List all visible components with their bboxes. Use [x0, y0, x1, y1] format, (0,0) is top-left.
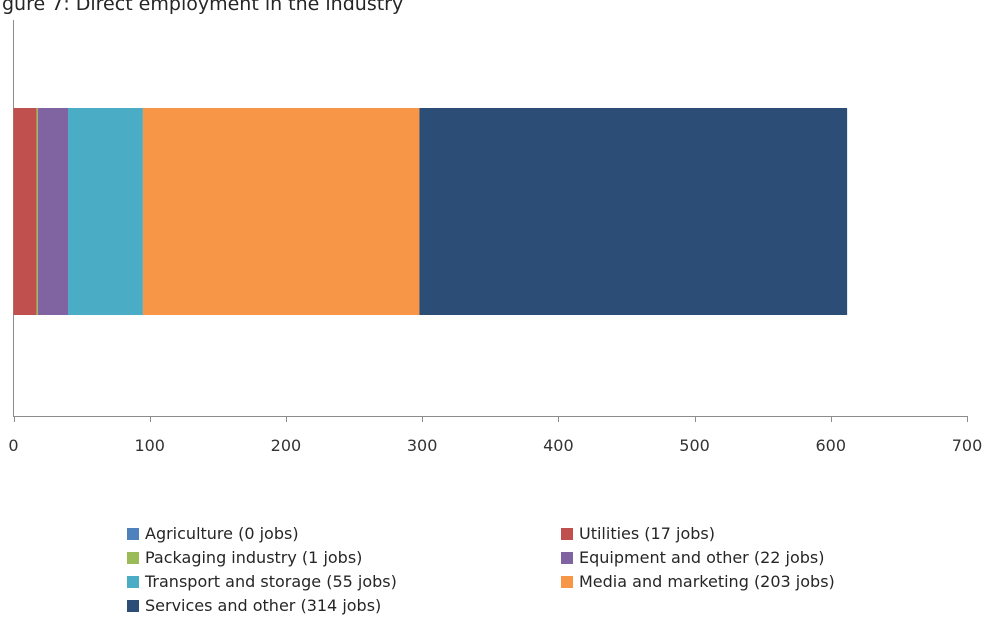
legend-swatch — [561, 527, 573, 540]
bar-segment-1 — [13, 108, 37, 315]
bar-segment-3 — [38, 108, 68, 315]
legend-item: Equipment and other (22 jobs) — [561, 548, 825, 567]
bar-segment-2 — [36, 108, 39, 315]
legend-swatch — [127, 599, 139, 612]
legend-item: Media and marketing (203 jobs) — [561, 572, 835, 591]
legend-label: Transport and storage (55 jobs) — [145, 572, 397, 591]
legend-item: Agriculture (0 jobs) — [127, 524, 299, 543]
x-tick-label: 400 — [543, 436, 574, 455]
x-tick-label: 600 — [816, 436, 847, 455]
legend-item: Transport and storage (55 jobs) — [127, 572, 397, 591]
legend-item: Utilities (17 jobs) — [561, 524, 715, 543]
x-tick-label: 200 — [271, 436, 302, 455]
x-tick-label: 0 — [8, 436, 18, 455]
legend-swatch — [561, 551, 573, 564]
legend-swatch — [127, 575, 139, 588]
legend-label: Media and marketing (203 jobs) — [579, 572, 835, 591]
legend-swatch — [127, 551, 139, 564]
legend-item: Services and other (314 jobs) — [127, 596, 381, 615]
bar-segment-5 — [142, 108, 420, 315]
legend-label: Equipment and other (22 jobs) — [579, 548, 825, 567]
chart-title: gure 7: Direct employment in the industr… — [2, 0, 404, 15]
legend-label: Agriculture (0 jobs) — [145, 524, 299, 543]
legend-label: Utilities (17 jobs) — [579, 524, 715, 543]
stacked-bar-chart: 0 100 200 300 400 500 600 700 — [8, 20, 983, 455]
legend-label: Services and other (314 jobs) — [145, 596, 382, 615]
bar-segment-4 — [67, 108, 143, 315]
legend-swatch — [561, 575, 573, 588]
bar-segment-6 — [419, 108, 848, 315]
legend-swatch — [127, 527, 139, 540]
x-tick-label: 100 — [134, 436, 165, 455]
x-tick-label: 700 — [952, 436, 983, 455]
legend-item: Packaging industry (1 jobs) — [127, 548, 362, 567]
x-tick-label: 300 — [407, 436, 438, 455]
legend-label: Packaging industry (1 jobs) — [145, 548, 363, 567]
x-tick-label: 500 — [679, 436, 710, 455]
